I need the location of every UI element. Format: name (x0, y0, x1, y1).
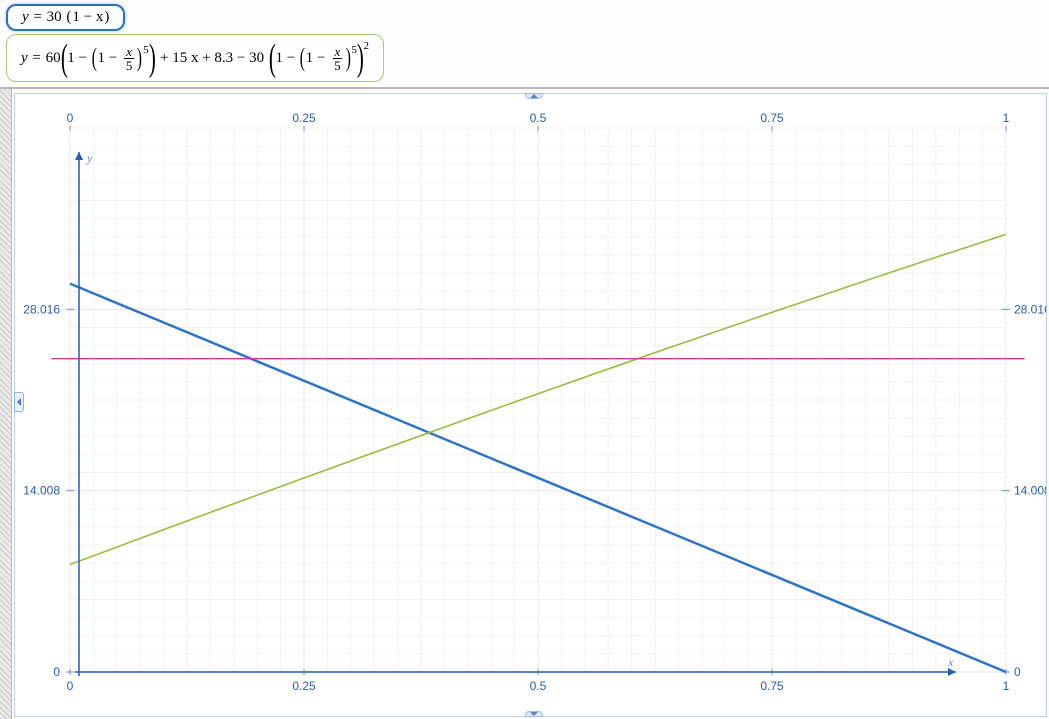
y-tick-left: 14.008 (23, 484, 60, 498)
x-axis-label: x (947, 655, 954, 669)
plot-container: 00.250.50.75100.250.50.751014.00828.0160… (0, 87, 1049, 719)
view-marker-top-icon[interactable] (525, 93, 543, 99)
x-tick-top: 1 (1003, 111, 1010, 125)
eq2-lhs: y (21, 51, 28, 66)
x-tick-top: 0.75 (760, 111, 784, 125)
x-tick-top: 0 (67, 111, 74, 125)
x-tick-bottom: 0 (67, 679, 74, 693)
y-axis-arrow-icon (75, 152, 83, 160)
eq1-lhs: y (22, 10, 29, 25)
y-tick-right: 0 (1014, 665, 1021, 679)
x-tick-top: 0.25 (292, 111, 316, 125)
x-tick-bottom: 0.25 (292, 679, 316, 693)
equation-row-2[interactable]: y = 60 ( 1 − ( 1 − x 5 ) 5 ) + 15 x + 8.… (6, 34, 384, 82)
x-tick-top: 0.5 (530, 111, 547, 125)
fraction-icon: x 5 (124, 45, 135, 72)
fraction-icon: x 5 (332, 45, 343, 72)
equation-row-1[interactable]: y = 30 ( 1 − x ) (6, 4, 125, 31)
eq2-t1c: 60 (46, 51, 61, 66)
y-tick-right: 28.016 (1014, 302, 1046, 316)
y-tick-left: 28.016 (23, 302, 60, 316)
y-tick-right: 14.008 (1014, 484, 1046, 498)
chart-area[interactable]: 00.250.50.75100.250.50.751014.00828.0160… (14, 93, 1047, 717)
eq1-inner: 1 − x (72, 10, 103, 25)
x-tick-bottom: 1 (1003, 679, 1010, 693)
y-tick-left: 0 (53, 665, 60, 679)
y-axis-label: y (86, 151, 93, 165)
panel-collapse-handle[interactable] (14, 392, 24, 412)
plot-svg: 00.250.50.75100.250.50.751014.00828.0160… (15, 94, 1046, 716)
x-tick-bottom: 0.75 (760, 679, 784, 693)
eq1-coeff: 30 (47, 10, 62, 25)
eq2-mid: + 15 x + 8.3 − 30 (160, 51, 264, 66)
equation-panel: y = 30 ( 1 − x ) y = 60 ( 1 − ( 1 − x 5 … (0, 0, 1049, 87)
x-axis-arrow-icon (948, 668, 956, 676)
view-marker-bottom-icon[interactable] (525, 711, 543, 717)
x-tick-bottom: 0.5 (530, 679, 547, 693)
